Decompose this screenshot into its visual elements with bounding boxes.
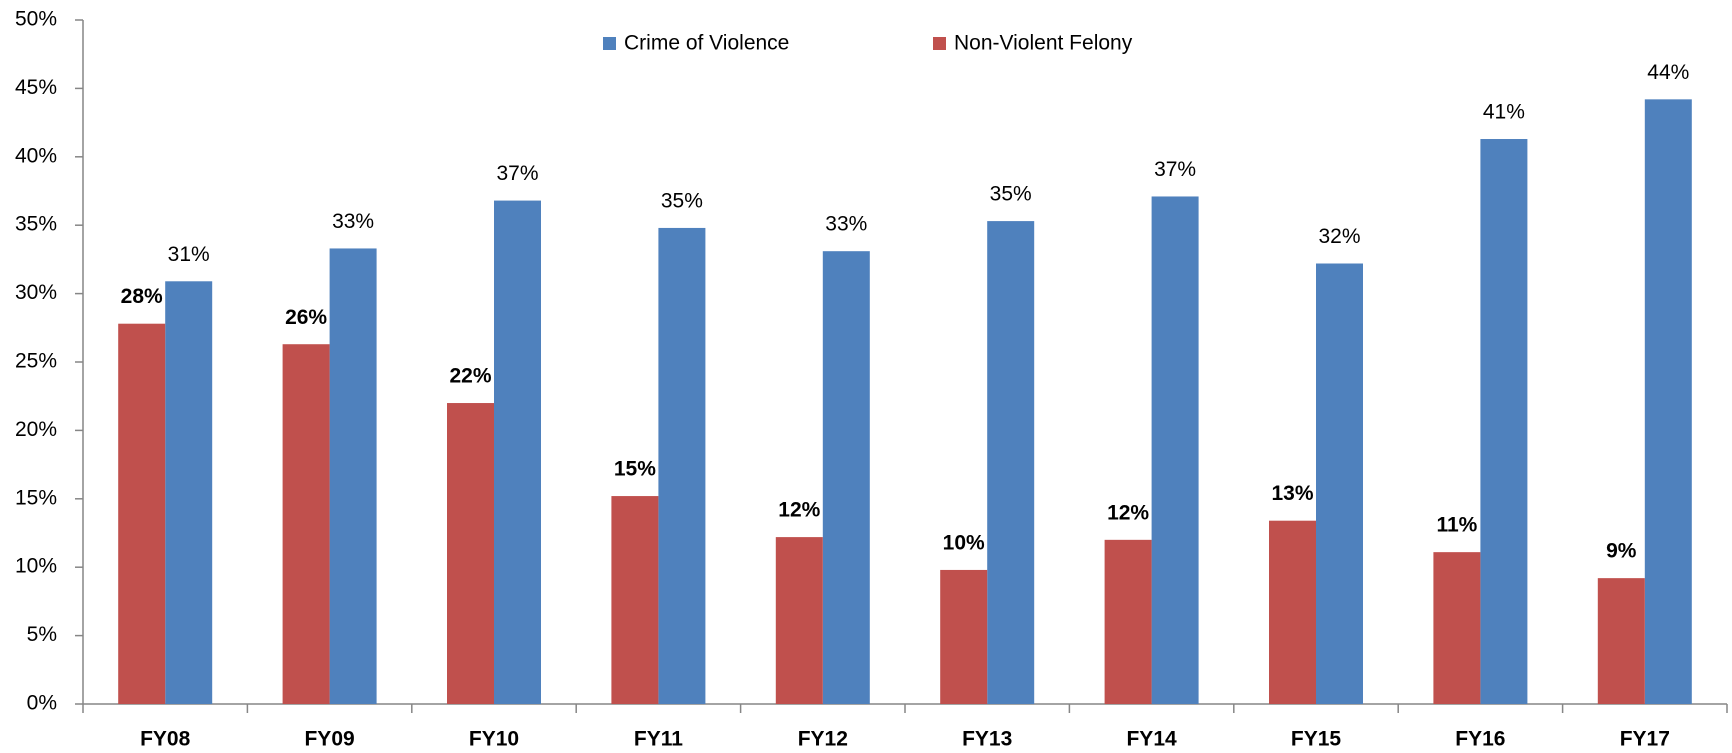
y-tick-label: 25% xyxy=(15,350,57,373)
y-tick-label: 30% xyxy=(15,281,57,304)
x-tick-label: FY10 xyxy=(469,728,519,751)
x-tick-label: FY08 xyxy=(140,728,191,751)
data-label: 13% xyxy=(1271,482,1313,505)
data-label: 33% xyxy=(332,210,374,233)
data-label: 35% xyxy=(990,183,1032,206)
data-label: 10% xyxy=(943,531,985,554)
data-label: 26% xyxy=(285,306,327,329)
x-tick-label: FY11 xyxy=(634,728,683,751)
y-tick-label: 20% xyxy=(15,418,57,441)
y-tick-label: 35% xyxy=(15,213,57,236)
bar xyxy=(611,496,659,704)
x-tick-label: FY09 xyxy=(304,728,354,751)
bar xyxy=(447,403,494,704)
data-label: 15% xyxy=(614,458,656,481)
data-label: 9% xyxy=(1606,540,1637,563)
bar xyxy=(329,248,377,704)
data-label: 11% xyxy=(1436,514,1477,537)
data-label: 37% xyxy=(496,162,538,185)
bar xyxy=(1269,520,1316,704)
legend-swatch xyxy=(603,37,616,50)
bar xyxy=(1597,578,1645,704)
y-tick-label: 40% xyxy=(15,144,57,167)
bar xyxy=(1644,99,1692,705)
x-tick-label: FY15 xyxy=(1291,728,1342,751)
legend-label: Non-Violent Felony xyxy=(954,32,1133,55)
y-tick-label: 15% xyxy=(15,486,57,509)
y-tick-label: 5% xyxy=(27,623,57,646)
data-label: 32% xyxy=(1318,225,1360,248)
bar xyxy=(940,569,988,704)
data-label: 12% xyxy=(778,499,820,522)
data-label: 41% xyxy=(1483,101,1525,124)
bar xyxy=(822,251,870,704)
x-tick-label: FY12 xyxy=(798,728,848,751)
bar xyxy=(775,537,823,704)
x-tick-label: FY14 xyxy=(1126,728,1177,751)
y-tick-label: 45% xyxy=(15,76,57,99)
bar xyxy=(494,200,541,705)
bar xyxy=(1104,539,1152,704)
bar xyxy=(1433,552,1481,704)
data-label: 44% xyxy=(1647,61,1689,84)
legend-label: Crime of Violence xyxy=(624,32,789,55)
data-label: 31% xyxy=(168,243,210,266)
bar xyxy=(1316,263,1363,704)
bar xyxy=(987,221,1035,704)
y-tick-label: 10% xyxy=(15,555,57,578)
bar xyxy=(1151,196,1199,705)
x-tick-label: FY17 xyxy=(1620,728,1670,751)
bar xyxy=(282,344,330,704)
data-label: 28% xyxy=(121,285,163,308)
legend-swatch xyxy=(933,37,946,50)
bar xyxy=(118,323,166,704)
bar xyxy=(165,281,213,704)
data-label: 22% xyxy=(449,365,491,388)
x-tick-label: FY16 xyxy=(1455,728,1505,751)
y-tick-label: 50% xyxy=(15,8,57,31)
y-tick-label: 0% xyxy=(27,692,57,715)
x-tick-label: FY13 xyxy=(962,728,1012,751)
data-label: 33% xyxy=(825,213,867,236)
data-label: 35% xyxy=(661,189,703,212)
bar xyxy=(658,227,706,704)
bar xyxy=(1480,139,1528,705)
data-label: 37% xyxy=(1154,158,1196,181)
data-label: 12% xyxy=(1107,501,1149,524)
